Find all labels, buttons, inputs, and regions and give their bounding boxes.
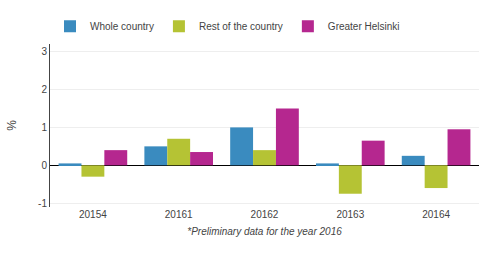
svg-text:3: 3 — [41, 46, 47, 57]
svg-text:2: 2 — [41, 84, 47, 95]
svg-text:%: % — [5, 120, 19, 131]
svg-text:*Preliminary data for the year: *Preliminary data for the year 2016 — [187, 226, 342, 237]
svg-text:-1: -1 — [38, 198, 47, 209]
svg-text:20154: 20154 — [79, 209, 107, 220]
svg-text:1: 1 — [41, 122, 47, 133]
svg-text:20161: 20161 — [165, 209, 193, 220]
svg-text:Whole country: Whole country — [90, 21, 154, 32]
svg-text:Greater Helsinki: Greater Helsinki — [328, 21, 400, 32]
svg-text:20162: 20162 — [251, 209, 279, 220]
svg-text:20163: 20163 — [336, 209, 364, 220]
svg-text:Rest of the country: Rest of the country — [199, 21, 283, 32]
svg-text:0: 0 — [41, 160, 47, 171]
svg-text:20164: 20164 — [422, 209, 450, 220]
